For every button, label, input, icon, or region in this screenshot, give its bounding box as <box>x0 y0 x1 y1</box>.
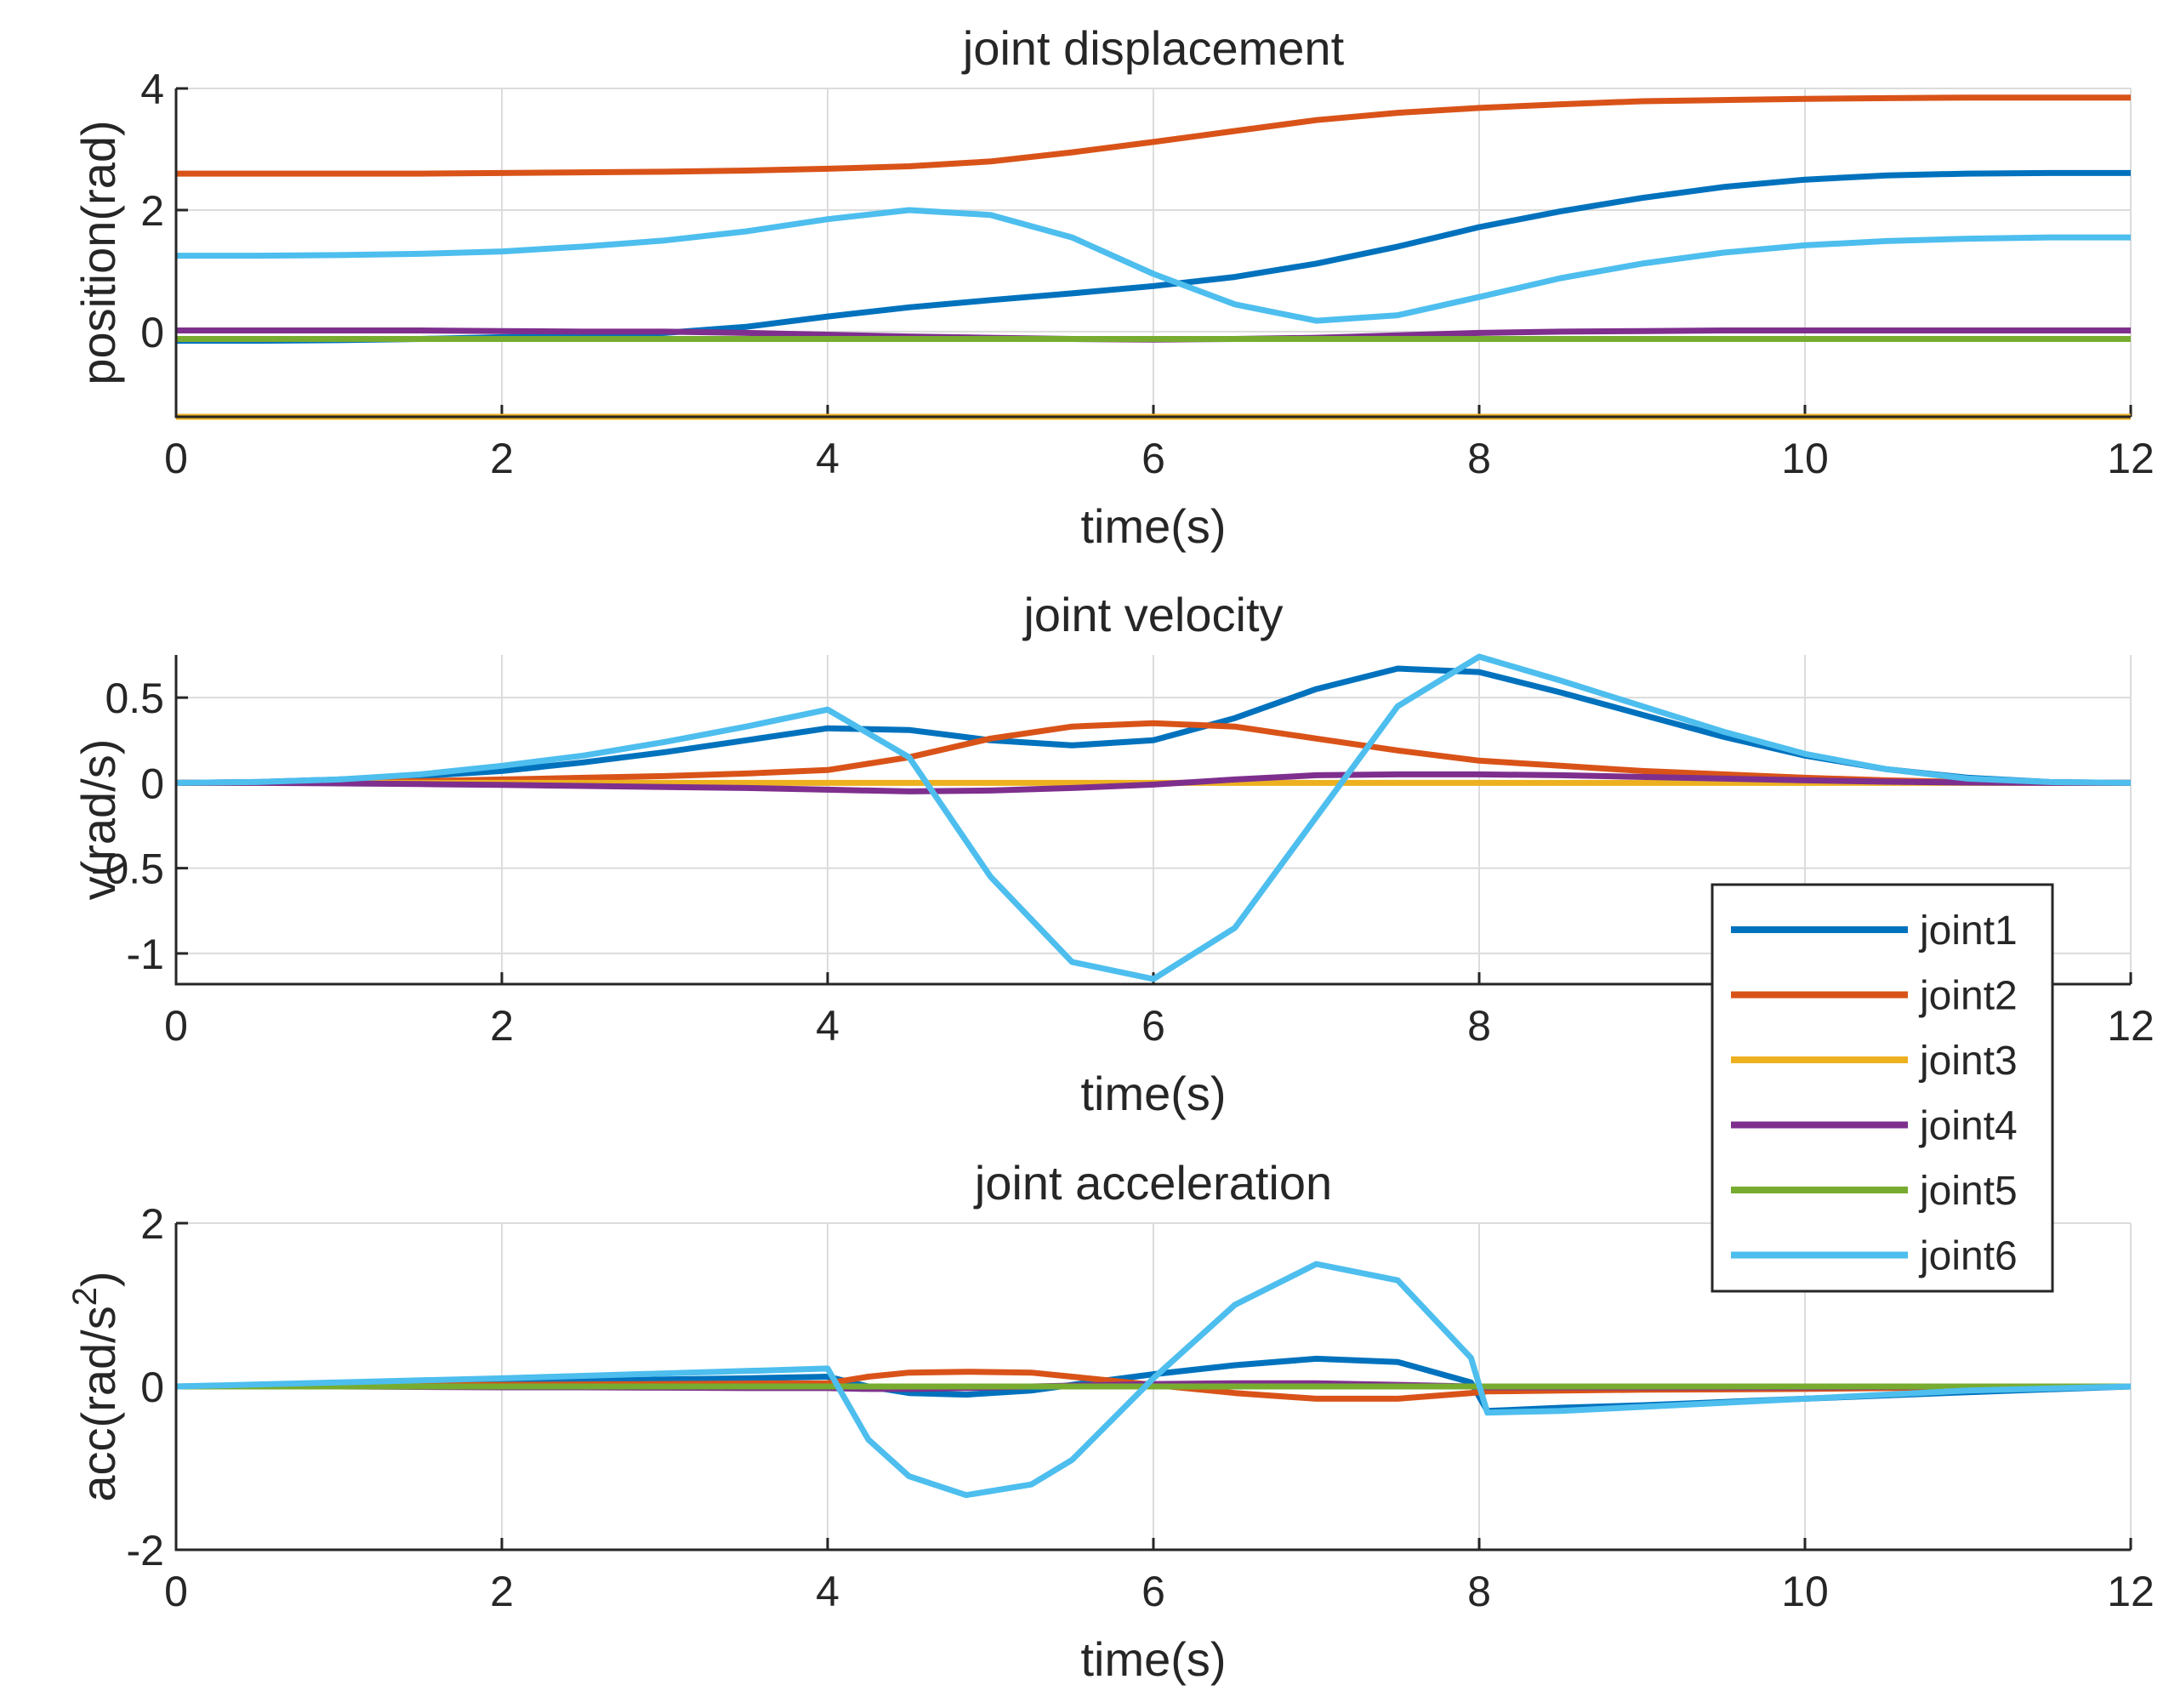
x-tick-label: 8 <box>1467 1568 1491 1615</box>
chart-title: joint velocity <box>1022 588 1283 641</box>
y-axis-label: v(rad/s) <box>71 739 125 901</box>
x-tick-label: 4 <box>816 435 840 482</box>
x-tick-label: 2 <box>490 1002 514 1050</box>
y-axis-label-superscript: 2 <box>66 1287 104 1306</box>
series-line-joint4 <box>176 771 2131 794</box>
x-axis-label: time(s) <box>1080 1067 1226 1120</box>
x-tick-label: 12 <box>2107 1002 2155 1050</box>
x-tick-label: 4 <box>816 1568 840 1615</box>
series-line-joint2 <box>176 94 2131 177</box>
legend-label-joint1: joint1 <box>1918 908 2018 954</box>
axes-frame <box>174 655 2131 986</box>
y-axis-label: acc(rad/s2) <box>66 1271 125 1501</box>
x-tick-label: 10 <box>1781 1568 1829 1615</box>
x-tick-label: 8 <box>1467 1002 1491 1050</box>
y-tick-label: -1 <box>127 931 164 978</box>
x-tick-label: 6 <box>1141 435 1165 482</box>
x-tick-label: 4 <box>816 1002 840 1050</box>
y-axis-label: position(rad) <box>71 120 125 384</box>
y-tick-label: 0.5 <box>105 675 164 722</box>
x-tick-label: 0 <box>164 1568 188 1615</box>
legend-box <box>1711 883 2054 1293</box>
legend-label-joint6: joint6 <box>1918 1234 2018 1279</box>
y-tick-label: 2 <box>140 1200 164 1248</box>
x-tick-label: 2 <box>490 1568 514 1615</box>
x-tick-label: 8 <box>1467 435 1491 482</box>
y-tick-label: 0 <box>140 760 164 807</box>
x-axis-label: time(s) <box>1080 1632 1226 1686</box>
chart-title: joint displacement <box>961 21 1345 75</box>
legend-label-joint5: joint5 <box>1918 1169 2018 1214</box>
x-tick-label: 6 <box>1141 1568 1165 1615</box>
axes-frame <box>174 1223 2131 1551</box>
legend: joint1 joint2 joint3 joint4 joint5 joint6 <box>1711 883 2054 1293</box>
x-tick-label: 0 <box>164 1002 188 1050</box>
chart-title: joint acceleration <box>973 1156 1332 1210</box>
y-tick-label: 0 <box>140 309 164 356</box>
y-axis-label-close: ) <box>71 1271 125 1287</box>
y-tick-label: 2 <box>140 187 164 235</box>
legend-label-joint3: joint3 <box>1918 1039 2018 1084</box>
legend-label-joint2: joint2 <box>1918 974 2018 1019</box>
y-tick-label: -2 <box>127 1527 164 1574</box>
x-tick-label: 2 <box>490 435 514 482</box>
y-tick-label: 0 <box>140 1364 164 1411</box>
y-axis-label-main: acc(rad/s <box>71 1306 125 1501</box>
axes-frame <box>174 88 2131 418</box>
x-tick-label: 12 <box>2107 1568 2155 1615</box>
y-tick-label: -0.5 <box>91 845 164 893</box>
x-axis-label: time(s) <box>1080 499 1226 553</box>
series-line-joint6 <box>176 1261 2131 1499</box>
series-line-joint6 <box>176 207 2131 324</box>
x-tick-label: 12 <box>2107 435 2155 482</box>
y-tick-label: 4 <box>140 65 164 113</box>
legend-label-joint4: joint4 <box>1918 1104 2018 1149</box>
x-tick-label: 6 <box>1141 1002 1165 1050</box>
x-tick-label: 0 <box>164 435 188 482</box>
series-line-joint6 <box>176 653 2131 982</box>
subplot-1: 0 2 4 6 8 10 12 0 2 4 joint displacement time(s) pos… <box>71 21 2155 553</box>
x-tick-label: 10 <box>1781 435 1829 482</box>
